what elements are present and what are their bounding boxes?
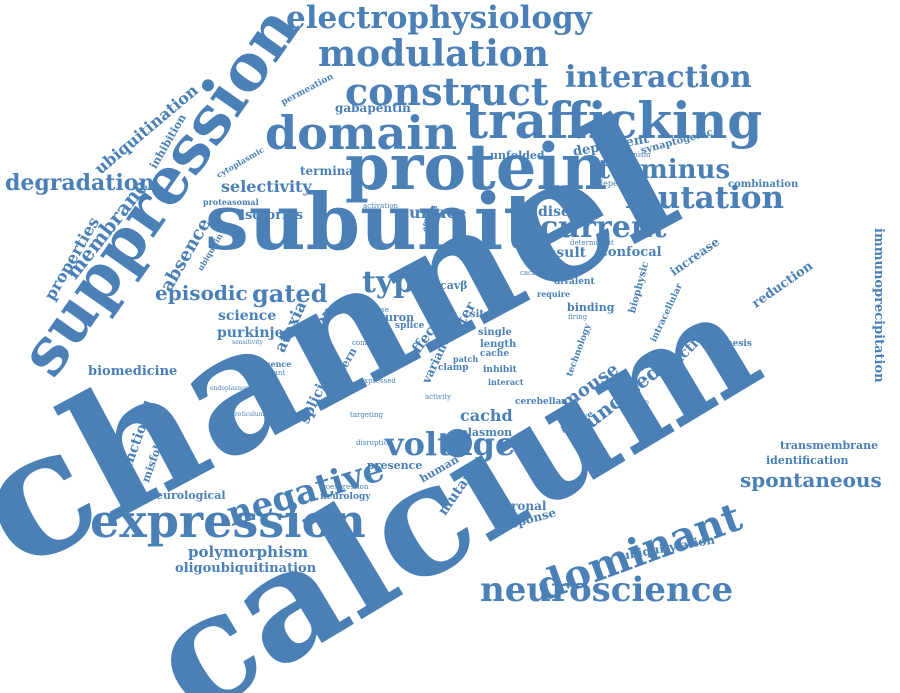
word-binding: binding <box>567 301 615 314</box>
word-dependence: dependence <box>598 179 648 188</box>
word-current: current <box>540 210 667 245</box>
word-permeation: permeation <box>279 71 336 108</box>
word-cacna2d: cacna2d <box>520 269 550 277</box>
word-splice: splice <box>395 321 425 331</box>
word-episodic: episodic <box>155 281 248 305</box>
word-proteasomal: proteasomal <box>203 197 259 207</box>
word-immunoprecipitation: immunoprecipitation <box>871 228 886 383</box>
word-identification: identification <box>766 454 849 467</box>
word-surface: surface <box>400 203 467 222</box>
word-electrophysiology: electrophysiology <box>286 0 592 36</box>
word-mutation: mutation <box>625 180 785 216</box>
word-interact: interact <box>488 377 524 387</box>
word-clamp: clamp <box>438 363 469 373</box>
word-trafficking: trafficking <box>465 91 763 150</box>
word-implication: implication <box>615 399 650 406</box>
word-plasmon: plasmon <box>460 426 513 439</box>
word-single: single <box>478 327 512 338</box>
word-purkinje: purkinje <box>217 325 284 341</box>
word-patch: patch <box>453 354 479 364</box>
word-cavb: cavβ <box>440 279 468 292</box>
word-neuron: neuron <box>370 311 415 324</box>
word-sensitivity: sensitivity <box>232 339 263 346</box>
word-interaction: interaction <box>565 60 752 95</box>
word-isoforms: isoforms <box>240 208 304 223</box>
word-gabapentin: gabapentin <box>335 101 411 115</box>
word-terminus: terminus <box>598 155 731 185</box>
word-degradation: degradation <box>5 170 155 196</box>
word-require: require <box>537 289 571 299</box>
word-biomedicine: biomedicine <box>88 364 178 379</box>
word-expressed: expressed <box>360 377 396 385</box>
word-polymorphism: polymorphism <box>188 543 309 561</box>
word-gated: gated <box>252 279 328 308</box>
word-terminal: terminal <box>300 164 358 178</box>
word-determinant: determinant <box>570 239 614 247</box>
word-influence: influence <box>250 359 292 369</box>
word-compete: compete <box>352 339 383 347</box>
word-subunit: subunit <box>205 177 540 268</box>
word-unfolded: unfolded <box>490 149 545 162</box>
word-protein: protein <box>345 130 608 205</box>
word-neurology: neurology <box>320 492 371 502</box>
word-site: site <box>470 309 491 320</box>
word-disease: disease <box>538 204 596 220</box>
word-synthesis: synthesis <box>705 339 752 349</box>
word-domain: domain <box>265 106 458 160</box>
word-divalent: divalent <box>554 277 595 287</box>
word-expression: expression <box>90 494 366 548</box>
word-cell: cell <box>338 294 371 313</box>
word-targeting: targeting <box>350 411 383 419</box>
word-length: length <box>480 339 517 350</box>
word-presence: presence <box>367 459 423 472</box>
word-result: result <box>540 245 587 261</box>
word-disruption: disruption <box>356 439 393 447</box>
word-reduction: reduction <box>749 258 816 312</box>
word-cerebellar: cerebellar <box>515 397 567 407</box>
word-neuroscience: neuroscience <box>480 570 734 610</box>
word-important: important <box>250 369 286 377</box>
word-reticulum: reticulum <box>235 411 265 418</box>
word-science: science <box>218 308 277 324</box>
word-confocal: confocal <box>600 245 662 260</box>
word-endoplasmic: endoplasmic <box>210 385 249 392</box>
word-transmembrane: transmembrane <box>780 439 879 452</box>
word-firing: firing <box>568 313 588 321</box>
word-activity: activity <box>425 393 452 401</box>
word-cache: cache <box>480 349 510 359</box>
word-selectivity: selectivity <box>221 177 312 196</box>
word-inhibit: inhibit <box>483 365 517 375</box>
word-neurological: neurological <box>148 489 226 502</box>
word-combination: combination <box>728 179 799 190</box>
word-oligoubiquitination: oligoubiquitination <box>175 561 317 576</box>
word-coexpression: coexpression <box>322 483 369 491</box>
word-activation: activation <box>363 202 399 210</box>
word-neuronal: neuronal <box>486 499 547 513</box>
word-kinase: kinase <box>366 306 389 314</box>
word-voltage: voltage <box>385 425 516 463</box>
word-spontaneous: spontaneous <box>740 468 882 492</box>
word-mechanism: mechanism <box>610 151 651 159</box>
word-construct: construct <box>345 69 549 114</box>
word-modulation: modulation <box>318 33 549 75</box>
word-type: type <box>362 265 434 300</box>
word-cachd: cachd <box>460 406 513 425</box>
